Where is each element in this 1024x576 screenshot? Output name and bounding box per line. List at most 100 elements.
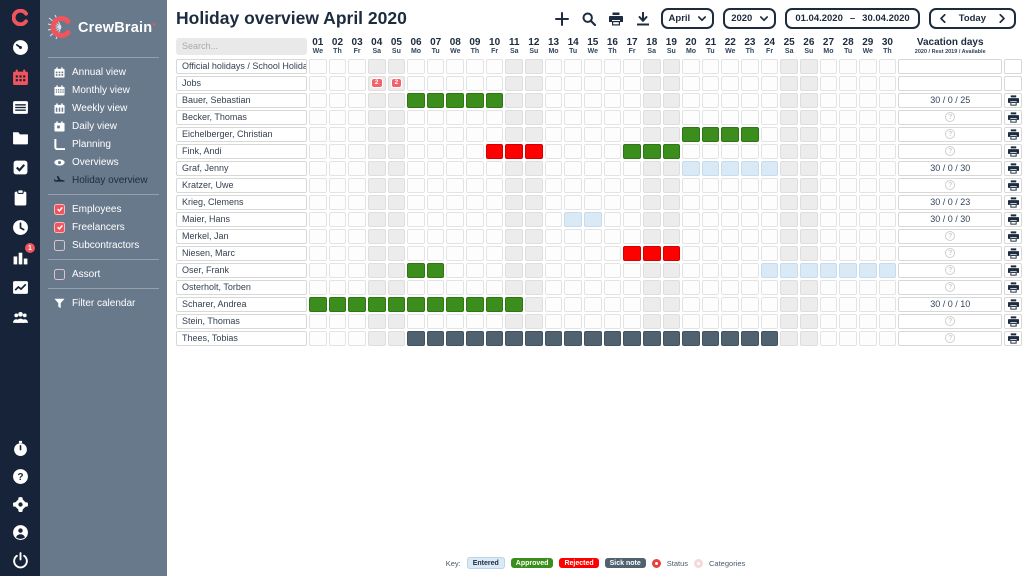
row-name-cell[interactable]: Bauer, Sebastian	[176, 92, 307, 108]
sick-holiday-cell[interactable]	[623, 330, 641, 346]
day-cell[interactable]	[426, 211, 445, 227]
day-cell[interactable]	[505, 262, 524, 278]
day-cell[interactable]	[525, 228, 543, 244]
sick-holiday-cell[interactable]	[505, 330, 524, 346]
day-cell[interactable]	[819, 160, 838, 176]
day-cell[interactable]	[701, 211, 720, 227]
day-cell[interactable]	[662, 211, 681, 227]
day-cell[interactable]	[485, 109, 504, 125]
day-cell[interactable]	[780, 177, 799, 193]
row-print-button[interactable]	[1004, 194, 1023, 210]
day-cell[interactable]	[426, 245, 445, 261]
day-cell[interactable]	[525, 296, 543, 312]
approved-holiday-cell[interactable]	[466, 296, 484, 312]
day-cell[interactable]	[662, 228, 681, 244]
day-cell[interactable]	[544, 245, 563, 261]
approved-holiday-cell[interactable]	[485, 92, 504, 108]
date-to-value[interactable]: 30.04.2020	[862, 13, 910, 24]
day-cell[interactable]	[309, 126, 327, 142]
day-cell[interactable]	[348, 109, 366, 125]
day-cell[interactable]	[544, 313, 563, 329]
day-cell[interactable]	[544, 160, 563, 176]
day-cell[interactable]	[525, 262, 543, 278]
approved-holiday-cell[interactable]	[623, 143, 641, 159]
day-cell[interactable]	[721, 279, 740, 295]
day-cell[interactable]	[642, 279, 661, 295]
approved-holiday-cell[interactable]	[426, 262, 445, 278]
sidebar-item-weekly-view[interactable]: Weekly view	[40, 99, 167, 117]
day-cell[interactable]	[446, 109, 465, 125]
day-cell[interactable]	[505, 75, 524, 91]
day-cell[interactable]	[544, 126, 563, 142]
approved-holiday-cell[interactable]	[721, 126, 740, 142]
day-cell[interactable]	[564, 262, 582, 278]
day-cell[interactable]	[760, 313, 779, 329]
approved-holiday-cell[interactable]	[662, 143, 681, 159]
day-cell[interactable]	[525, 160, 543, 176]
approved-holiday-cell[interactable]	[642, 143, 661, 159]
day-cell[interactable]	[878, 245, 897, 261]
download-button[interactable]	[634, 10, 652, 28]
day-cell[interactable]	[721, 211, 740, 227]
rejected-holiday-cell[interactable]	[505, 143, 524, 159]
day-cell[interactable]	[544, 296, 563, 312]
day-cell[interactable]	[858, 143, 877, 159]
day-cell[interactable]	[367, 177, 386, 193]
approved-holiday-cell[interactable]	[485, 296, 504, 312]
day-cell[interactable]	[780, 58, 799, 74]
day-cell[interactable]	[603, 296, 622, 312]
day-cell[interactable]	[819, 126, 838, 142]
day-cell[interactable]	[682, 313, 700, 329]
day-cell[interactable]	[800, 126, 818, 142]
day-cell[interactable]	[662, 279, 681, 295]
day-cell[interactable]	[485, 194, 504, 210]
day-cell[interactable]	[662, 75, 681, 91]
day-cell[interactable]	[878, 330, 897, 346]
day-cell[interactable]	[426, 228, 445, 244]
entered-holiday-cell[interactable]	[682, 160, 700, 176]
day-cell[interactable]	[505, 228, 524, 244]
day-cell[interactable]	[760, 58, 779, 74]
row-name-cell[interactable]: Kratzer, Uwe	[176, 177, 307, 193]
day-cell[interactable]	[623, 58, 641, 74]
day-cell[interactable]	[819, 330, 838, 346]
day-cell[interactable]	[819, 296, 838, 312]
day-cell[interactable]	[505, 177, 524, 193]
day-cell[interactable]	[642, 92, 661, 108]
day-cell[interactable]	[858, 75, 877, 91]
day-cell[interactable]	[682, 228, 700, 244]
row-name-cell[interactable]: Graf, Jenny	[176, 160, 307, 176]
day-cell[interactable]	[387, 211, 406, 227]
day-cell[interactable]	[564, 245, 582, 261]
approved-holiday-cell[interactable]	[426, 92, 445, 108]
day-cell[interactable]	[642, 75, 661, 91]
day-cell[interactable]	[721, 177, 740, 193]
row-name-cell[interactable]: Merkel, Jan	[176, 228, 307, 244]
day-cell[interactable]	[407, 143, 425, 159]
approved-holiday-cell[interactable]	[741, 126, 759, 142]
entered-holiday-cell[interactable]	[701, 160, 720, 176]
day-cell[interactable]	[446, 313, 465, 329]
day-cell[interactable]	[741, 58, 759, 74]
day-cell[interactable]	[819, 313, 838, 329]
day-cell[interactable]	[485, 279, 504, 295]
account-icon[interactable]	[10, 522, 30, 542]
day-cell[interactable]	[623, 194, 641, 210]
day-cell[interactable]	[583, 160, 602, 176]
day-cell[interactable]	[701, 296, 720, 312]
row-print-button[interactable]	[1004, 177, 1023, 193]
sick-holiday-cell[interactable]	[760, 330, 779, 346]
day-cell[interactable]	[603, 262, 622, 278]
sidebar-item-holiday-overview[interactable]: Holiday overview	[40, 171, 167, 189]
day-cell[interactable]	[525, 194, 543, 210]
month-select[interactable]: April	[660, 8, 715, 29]
filter-freelancers-checkbox[interactable]: Freelancers	[40, 218, 167, 236]
day-cell[interactable]	[525, 126, 543, 142]
day-cell[interactable]	[348, 126, 366, 142]
day-cell[interactable]	[682, 75, 700, 91]
day-cell[interactable]	[760, 109, 779, 125]
day-cell[interactable]	[682, 143, 700, 159]
day-cell[interactable]	[780, 75, 799, 91]
day-cell[interactable]	[387, 330, 406, 346]
day-cell[interactable]	[309, 245, 327, 261]
